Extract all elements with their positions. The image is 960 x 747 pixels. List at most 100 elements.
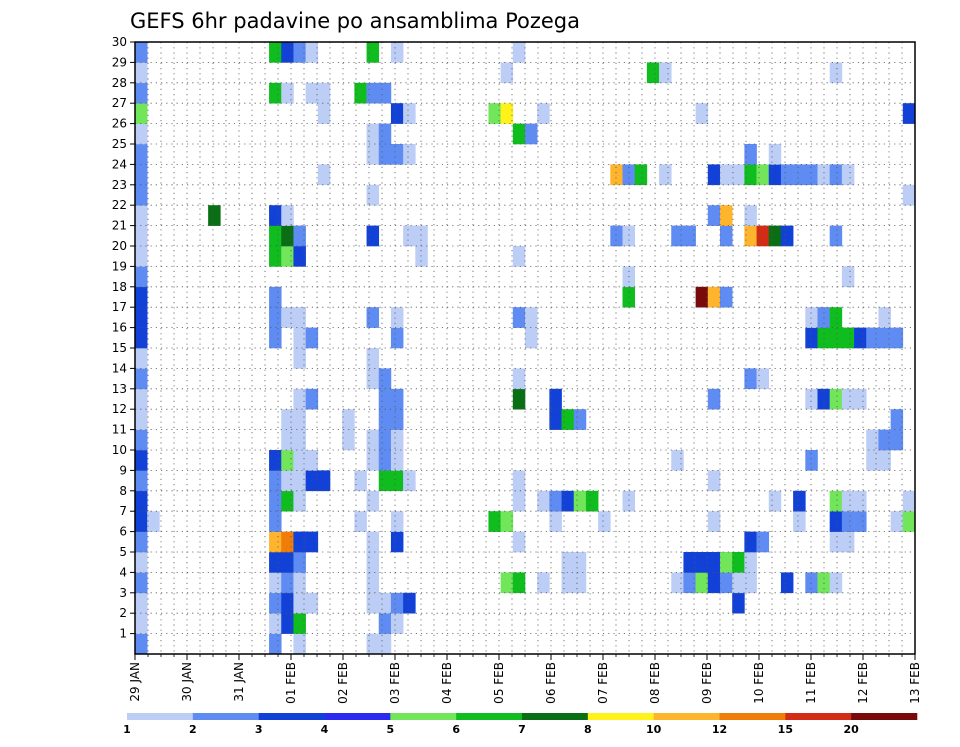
heatmap-cell [293, 633, 306, 655]
colorbar-label: 5 [387, 723, 395, 736]
heatmap-cell [902, 184, 916, 206]
heatmap-cell [841, 164, 855, 186]
heatmap-cell [671, 572, 684, 594]
heatmap-cell [269, 42, 282, 63]
heatmap-cell [390, 470, 404, 492]
heatmap-cell [378, 592, 392, 614]
heatmap-cell [281, 531, 294, 553]
heatmap-cell [512, 388, 526, 410]
heatmap-cell [878, 450, 891, 471]
colorbar: 1 2 3 4 5 6 7 8 10 12 15 20 [123, 713, 918, 736]
heatmap-cell [293, 409, 306, 430]
heatmap-cell [720, 225, 733, 247]
heatmap-cell [890, 409, 904, 430]
heatmap-cell [366, 123, 380, 145]
heatmap-cell [135, 470, 148, 492]
heatmap-cell [512, 490, 526, 512]
heatmap-cell [793, 490, 806, 512]
heatmap-cell [135, 388, 148, 410]
heatmap-cell [561, 409, 575, 430]
y-tick-label: 30 [112, 35, 127, 49]
heatmap-cell [317, 103, 331, 124]
heatmap-cell [805, 572, 818, 594]
heatmap-cell [317, 470, 331, 492]
heatmap-cell [135, 409, 148, 430]
heatmap-cell [744, 164, 757, 186]
y-tick-label: 4 [119, 565, 127, 579]
x-tick-label: 03 FEB [388, 662, 402, 704]
heatmap-cell [366, 184, 380, 206]
heatmap-cell [829, 388, 843, 410]
heatmap-cell [293, 490, 306, 512]
heatmap-cell [561, 552, 575, 573]
heatmap-cell [135, 42, 148, 63]
heatmap-cell [817, 572, 830, 594]
heatmap-cell [537, 572, 550, 594]
y-tick-label: 25 [112, 137, 127, 151]
heatmap-cell [403, 144, 416, 165]
heatmap-cell [720, 286, 733, 308]
y-tick-label: 2 [119, 606, 127, 620]
heatmap-cell [305, 531, 319, 553]
heatmap-cell [707, 470, 721, 492]
heatmap-cell [293, 327, 306, 349]
x-tick-label: 09 FEB [700, 662, 714, 704]
heatmap-cell [293, 470, 306, 492]
heatmap-cell [841, 388, 855, 410]
heatmap-cell [610, 164, 623, 186]
heatmap-cell [354, 82, 367, 104]
heatmap-cell [890, 511, 904, 532]
x-tick-label: 04 FEB [440, 662, 454, 704]
y-tick-label: 15 [112, 341, 127, 355]
heatmap-cell [707, 164, 721, 186]
heatmap-cell [135, 103, 148, 124]
heatmap-cell [793, 511, 806, 532]
heatmap-cell [281, 82, 294, 104]
heatmap-cell [415, 225, 428, 247]
heatmap-cell [390, 409, 404, 430]
y-tick-label: 17 [112, 300, 127, 314]
heatmap-cell [622, 490, 635, 512]
heatmap-cell [707, 286, 721, 308]
heatmap-cell [366, 348, 380, 369]
heatmap-cell [342, 409, 355, 430]
x-tick-label: 31 JAN [232, 662, 246, 702]
heatmap-cell [525, 327, 538, 349]
heatmap-cell [720, 552, 733, 573]
heatmap-cell [305, 388, 319, 410]
heatmap-cell [866, 450, 879, 471]
heatmap-cell [135, 327, 148, 349]
heatmap-cell [135, 123, 148, 145]
heatmap-cell [841, 266, 855, 288]
heatmap-cell [281, 572, 294, 594]
heatmap-cell [829, 225, 843, 247]
heatmap-cell [720, 205, 733, 226]
colorbar-swatch [785, 713, 852, 720]
heatmap-cell [378, 388, 392, 410]
y-tick-label: 29 [112, 55, 127, 69]
y-tick-label: 5 [119, 545, 127, 559]
heatmap-cell [878, 307, 891, 328]
heatmap-cell [512, 572, 526, 594]
heatmap-cell [768, 490, 782, 512]
heatmap-cell [293, 42, 306, 63]
heatmap-cell [354, 470, 367, 492]
heatmap-cell [390, 511, 404, 532]
heatmap-cell [622, 225, 635, 247]
heatmap-cell [135, 450, 148, 471]
heatmap-cell [537, 490, 550, 512]
heatmap-cell [378, 123, 392, 145]
heatmap-cell [390, 144, 404, 165]
heatmap-cell [549, 409, 562, 430]
heatmap-cell [841, 531, 855, 553]
heatmap-cell [390, 388, 404, 410]
heatmap-cell [293, 348, 306, 369]
heatmap-cell [549, 388, 562, 410]
heatmap-cell [902, 511, 916, 532]
heatmap-cell [281, 470, 294, 492]
heatmap-cell [500, 511, 514, 532]
heatmap-cell [366, 450, 380, 471]
x-tick-label: 29 JAN [128, 662, 142, 702]
heatmap-cell [415, 246, 428, 267]
